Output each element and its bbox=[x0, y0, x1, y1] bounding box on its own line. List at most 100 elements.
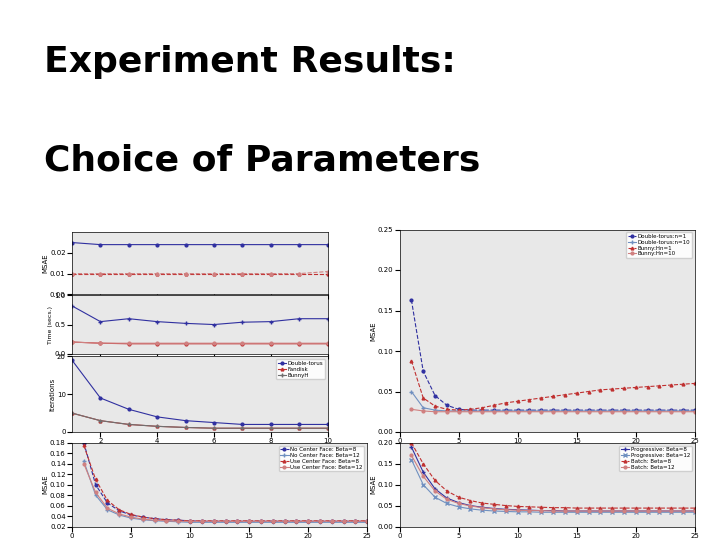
Bunny:Hn=10 bbox=[679, 408, 688, 415]
Double-torus:n=1 bbox=[584, 407, 593, 414]
Double-torus bbox=[153, 414, 161, 420]
X-axis label: n: n bbox=[197, 450, 202, 459]
Batch: Beta=12: (19, 0.037): Beta=12: (19, 0.037) bbox=[620, 508, 629, 514]
Double-torus bbox=[266, 421, 275, 428]
Batch: Beta=12: (1, 0.17): Beta=12: (1, 0.17) bbox=[407, 452, 415, 458]
Use Center Face: Beta=8: (5, 0.043): Beta=8: (5, 0.043) bbox=[127, 511, 135, 518]
Fandisk bbox=[181, 424, 190, 431]
Progressive: Beta=12: (20, 0.034): Beta=12: (20, 0.034) bbox=[631, 509, 640, 516]
Double-torus:n=1 bbox=[608, 407, 616, 414]
Use Center Face: Beta=8: (2, 0.11): Beta=8: (2, 0.11) bbox=[91, 476, 100, 483]
Bunny:Hn=10 bbox=[478, 408, 487, 415]
Bunny:Hn=1 bbox=[478, 404, 487, 411]
Use Center Face: Beta=8: (6, 0.038): Beta=8: (6, 0.038) bbox=[138, 514, 147, 521]
Batch: Beta=12: (18, 0.037): Beta=12: (18, 0.037) bbox=[608, 508, 616, 514]
No Center Face: Beta=8: (25, 0.03): Beta=8: (25, 0.03) bbox=[363, 518, 372, 524]
Double-torus:n=10 bbox=[525, 408, 534, 414]
Progressive: Beta=12: (14, 0.034): Beta=12: (14, 0.034) bbox=[561, 509, 570, 516]
No Center Face: Beta=8: (5, 0.042): Beta=8: (5, 0.042) bbox=[127, 512, 135, 518]
Progressive: Beta=12: (12, 0.034): Beta=12: (12, 0.034) bbox=[537, 509, 546, 516]
Bunny:Hn=1 bbox=[608, 386, 616, 392]
Progressive: Beta=12: (6, 0.042): Beta=12: (6, 0.042) bbox=[466, 505, 474, 512]
Double-torus bbox=[68, 357, 76, 363]
No Center Face: Beta=12: (8, 0.03): Beta=12: (8, 0.03) bbox=[162, 518, 171, 524]
Line: Use Center Face: Beta=12: Use Center Face: Beta=12 bbox=[82, 462, 369, 523]
Batch: Beta=8: (23, 0.044): Beta=8: (23, 0.044) bbox=[667, 505, 675, 511]
No Center Face: Beta=8: (4, 0.05): Beta=8: (4, 0.05) bbox=[115, 508, 124, 514]
Text: PRIFYSGOL: PRIFYSGOL bbox=[567, 158, 632, 168]
Batch: Beta=8: (8, 0.053): Beta=8: (8, 0.053) bbox=[490, 501, 498, 508]
Use Center Face: Beta=8: (3, 0.07): Beta=8: (3, 0.07) bbox=[103, 497, 112, 504]
Line: Double-torus:n=10: Double-torus:n=10 bbox=[410, 389, 697, 413]
Double-torus:n=10 bbox=[490, 408, 498, 414]
Double-torus bbox=[323, 421, 332, 428]
Use Center Face: Beta=8: (25, 0.031): Beta=8: (25, 0.031) bbox=[363, 517, 372, 524]
No Center Face: Beta=12: (21, 0.028): Beta=12: (21, 0.028) bbox=[315, 519, 324, 525]
Double-torus bbox=[181, 417, 190, 424]
Use Center Face: Beta=12: (22, 0.03): Beta=12: (22, 0.03) bbox=[328, 518, 336, 524]
BunnyH bbox=[210, 425, 218, 431]
Double-torus:n=10 bbox=[643, 408, 652, 414]
Bunny:Hn=10 bbox=[490, 408, 498, 415]
Batch: Beta=8: (6, 0.062): Beta=8: (6, 0.062) bbox=[466, 497, 474, 504]
Bunny:Hn=1 bbox=[407, 357, 415, 364]
Double-torus:n=10 bbox=[572, 408, 581, 414]
Progressive: Beta=8: (6, 0.05): Beta=8: (6, 0.05) bbox=[466, 502, 474, 509]
No Center Face: Beta=8: (17, 0.03): Beta=8: (17, 0.03) bbox=[269, 518, 277, 524]
Line: No Center Face: Beta=8: No Center Face: Beta=8 bbox=[82, 441, 369, 523]
Line: Progressive: Beta=12: Progressive: Beta=12 bbox=[410, 457, 697, 515]
No Center Face: Beta=8: (10, 0.031): Beta=8: (10, 0.031) bbox=[186, 517, 194, 524]
Progressive: Beta=8: (8, 0.043): Beta=8: (8, 0.043) bbox=[490, 505, 498, 512]
Batch: Beta=12: (4, 0.065): Beta=12: (4, 0.065) bbox=[443, 496, 451, 503]
No Center Face: Beta=12: (18, 0.028): Beta=12: (18, 0.028) bbox=[280, 519, 289, 525]
Batch: Beta=12: (12, 0.038): Beta=12: (12, 0.038) bbox=[537, 508, 546, 514]
Use Center Face: Beta=12: (15, 0.03): Beta=12: (15, 0.03) bbox=[245, 518, 253, 524]
Bunny:Hn=10 bbox=[513, 408, 522, 415]
Double-torus:n=10 bbox=[502, 408, 510, 414]
No Center Face: Beta=12: (24, 0.028): Beta=12: (24, 0.028) bbox=[351, 519, 360, 525]
Use Center Face: Beta=12: (12, 0.03): Beta=12: (12, 0.03) bbox=[210, 518, 218, 524]
No Center Face: Beta=8: (2, 0.1): Beta=8: (2, 0.1) bbox=[91, 482, 100, 488]
Bunny:Hn=1 bbox=[431, 403, 439, 409]
Double-torus:n=10 bbox=[584, 408, 593, 414]
Double-torus:n=1 bbox=[631, 407, 640, 414]
No Center Face: Beta=12: (14, 0.028): Beta=12: (14, 0.028) bbox=[233, 519, 242, 525]
Bunny:Hn=1 bbox=[466, 406, 474, 413]
Y-axis label: MSAE: MSAE bbox=[370, 321, 377, 341]
Bunny:Hn=1 bbox=[679, 381, 688, 388]
Batch: Beta=8: (15, 0.044): Beta=8: (15, 0.044) bbox=[572, 505, 581, 511]
Bunny:Hn=10 bbox=[631, 408, 640, 415]
No Center Face: Beta=8: (21, 0.03): Beta=8: (21, 0.03) bbox=[315, 518, 324, 524]
No Center Face: Beta=8: (14, 0.03): Beta=8: (14, 0.03) bbox=[233, 518, 242, 524]
Progressive: Beta=12: (11, 0.035): Beta=12: (11, 0.035) bbox=[525, 509, 534, 515]
No Center Face: Beta=12: (25, 0.028): Beta=12: (25, 0.028) bbox=[363, 519, 372, 525]
Progressive: Beta=8: (5, 0.057): Beta=8: (5, 0.057) bbox=[454, 500, 463, 506]
Use Center Face: Beta=12: (14, 0.03): Beta=12: (14, 0.03) bbox=[233, 518, 242, 524]
Bunny:Hn=1 bbox=[667, 382, 675, 388]
No Center Face: Beta=12: (9, 0.029): Beta=12: (9, 0.029) bbox=[174, 518, 183, 525]
No Center Face: Beta=12: (17, 0.028): Beta=12: (17, 0.028) bbox=[269, 519, 277, 525]
Fandisk bbox=[266, 425, 275, 431]
Progressive: Beta=8: (18, 0.037): Beta=8: (18, 0.037) bbox=[608, 508, 616, 514]
Fandisk bbox=[96, 417, 104, 424]
Progressive: Beta=12: (4, 0.055): Beta=12: (4, 0.055) bbox=[443, 500, 451, 507]
No Center Face: Beta=8: (8, 0.033): Beta=8: (8, 0.033) bbox=[162, 516, 171, 523]
No Center Face: Beta=8: (3, 0.065): Beta=8: (3, 0.065) bbox=[103, 500, 112, 506]
Double-torus bbox=[295, 421, 304, 428]
Bunny:Hn=10 bbox=[643, 408, 652, 415]
Bunny:Hn=1 bbox=[690, 380, 699, 387]
Double-torus:n=1 bbox=[443, 402, 451, 408]
BunnyH bbox=[266, 425, 275, 431]
Line: Fandisk: Fandisk bbox=[71, 411, 329, 430]
Batch: Beta=8: (4, 0.085): Beta=8: (4, 0.085) bbox=[443, 488, 451, 494]
Double-torus:n=1 bbox=[537, 407, 546, 414]
Use Center Face: Beta=8: (14, 0.031): Beta=8: (14, 0.031) bbox=[233, 517, 242, 524]
Batch: Beta=8: (7, 0.056): Beta=8: (7, 0.056) bbox=[478, 500, 487, 507]
Y-axis label: Time (secs.): Time (secs.) bbox=[48, 306, 53, 343]
Use Center Face: Beta=12: (1, 0.14): Beta=12: (1, 0.14) bbox=[79, 461, 88, 467]
Double-torus:n=1 bbox=[679, 407, 688, 414]
Bunny:Hn=1 bbox=[537, 395, 546, 401]
Progressive: Beta=12: (7, 0.039): Beta=12: (7, 0.039) bbox=[478, 507, 487, 514]
Progressive: Beta=8: (19, 0.037): Beta=8: (19, 0.037) bbox=[620, 508, 629, 514]
Progressive: Beta=12: (2, 0.1): Beta=12: (2, 0.1) bbox=[419, 482, 428, 488]
